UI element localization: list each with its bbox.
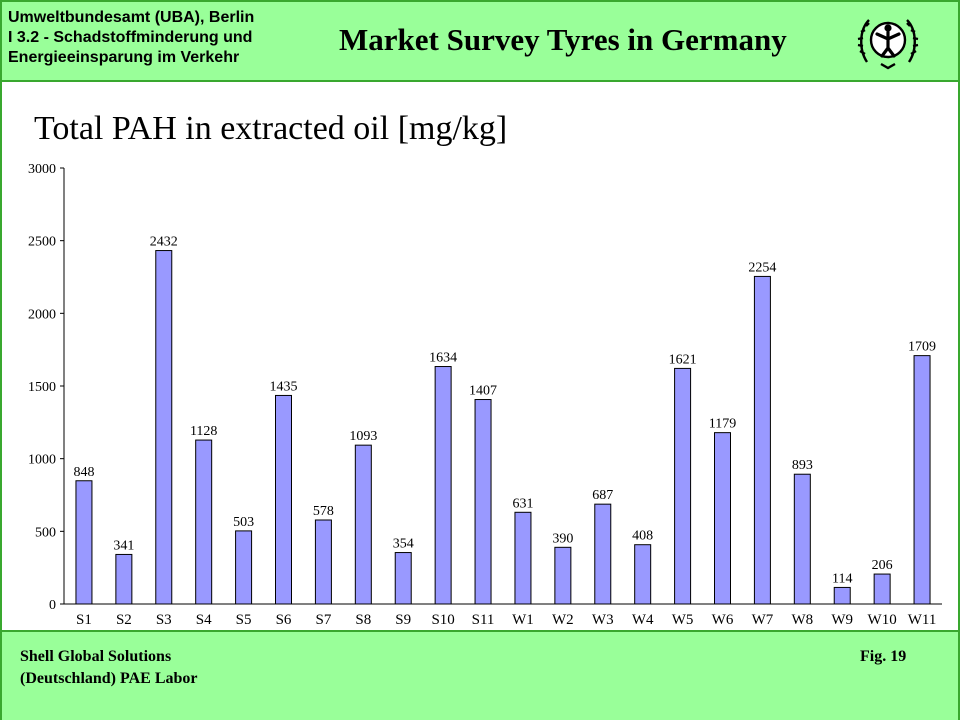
bar-chart: 0 500 1000 1500 2000 2500 3000 848 341 2432 1128 5… [28,162,942,628]
x-category-label: W4 [632,612,654,628]
data-labels: 848 341 2432 1128 503 1435 578 1093 354 1634 1407 6… [73,235,936,587]
data-label-s8: 1093 [349,429,377,444]
x-category-label: W9 [831,612,853,628]
bar-s1 [75,480,93,605]
data-label-w4: 408 [632,529,653,544]
data-label-w5: 1621 [669,352,697,367]
x-category-label: S1 [76,612,92,628]
data-label-s3: 2432 [150,235,178,250]
bars [75,250,931,605]
header-org-line-2: I 3.2 - Schadstoffminderung und [8,29,253,46]
data-label-s9: 354 [393,537,414,552]
bar-s2 [115,553,133,605]
x-category-label: W5 [672,612,694,628]
bar-s4 [195,439,213,605]
bar-s9 [394,552,412,605]
header-org-line-1: Umweltbundesamt (UBA), Berlin [8,9,255,26]
bar-w5 [674,367,692,605]
data-label-w8: 893 [792,458,813,473]
y-tick-label: 2000 [28,307,56,322]
header-band: Umweltbundesamt (UBA), Berlin I 3.2 - Sc… [2,2,958,82]
y-tick-label: 0 [49,598,56,613]
header-organization: Umweltbundesamt (UBA), Berlin I 3.2 - Sc… [8,8,254,68]
data-label-s6: 1435 [270,379,298,394]
y-tick-label: 1000 [28,453,56,468]
data-label-w2: 390 [552,531,573,546]
figure-number: Fig. 19 [860,648,907,665]
bar-w4 [634,544,652,605]
bar-s7 [314,519,332,605]
x-category-label: S3 [156,612,172,628]
data-label-w6: 1179 [709,417,736,432]
data-label-s1: 848 [73,465,94,480]
x-category-label: W10 [868,612,897,628]
footer-source-line-1: Shell Global Solutions [20,648,172,665]
bar-s8 [354,444,372,605]
y-tick-label: 2500 [28,235,56,250]
data-label-w11: 1709 [908,340,936,355]
bar-w10 [873,573,891,605]
x-category-label: W3 [592,612,614,628]
y-axis: 0 500 1000 1500 2000 2500 3000 [28,162,65,613]
bar-w9 [833,586,851,605]
x-category-label: S5 [236,612,252,628]
bar-w8 [793,473,811,605]
x-category-label: S2 [116,612,132,628]
data-label-w3: 687 [592,488,613,503]
bar-s6 [275,394,292,605]
bar-s5 [235,530,253,605]
x-category-label: S10 [431,612,454,628]
x-category-label: W7 [752,612,774,628]
data-label-s5: 503 [233,515,254,530]
x-category-label: S4 [196,612,212,628]
chart-title: Total PAH in extracted oil [mg/kg] [34,110,508,147]
bar-w1 [514,511,532,605]
slide-title: Market Survey Tyres in Germany [339,22,787,57]
bar-w11 [913,355,931,605]
bar-s10 [434,366,452,605]
x-category-label: W6 [712,612,734,628]
y-tick-label: 500 [35,525,56,540]
data-label-w1: 631 [512,496,533,511]
x-category-label: S6 [276,612,292,628]
footer-band: Shell Global Solutions (Deutschland) PAE… [2,630,958,720]
x-category-label: W1 [512,612,534,628]
data-label-w10: 206 [872,558,893,573]
data-label-s10: 1634 [429,351,457,366]
data-label-w9: 114 [832,571,852,586]
data-label-s4: 1128 [190,424,217,439]
bar-w6 [714,432,731,605]
x-category-label: S9 [395,612,411,628]
bar-s11 [474,399,492,605]
un-emblem-icon [857,19,919,70]
footer-source-line-2: (Deutschland) PAE Labor [20,670,198,687]
x-axis: S1 S2 S3 S4 S5 S6 S7 S8 S9 S10 S11 W1 W2 W3 W4 W5 W6 W7 W8… [64,603,942,628]
bar-w2 [554,546,572,605]
data-label-s7: 578 [313,504,334,519]
x-category-label: S11 [472,612,495,628]
bar-s3 [155,250,173,605]
data-label-s2: 341 [113,538,134,553]
y-tick-label: 1500 [28,380,56,395]
y-tick-label: 3000 [28,162,56,177]
bar-w3 [594,503,612,605]
x-category-label: S8 [355,612,371,628]
x-category-label: W2 [552,612,574,628]
data-label-s11: 1407 [469,384,497,399]
header-org-line-3: Energieeinsparung im Verkehr [8,49,240,66]
x-category-label: W11 [908,612,937,628]
bar-w7 [753,275,771,605]
x-category-label: W8 [791,612,813,628]
data-label-w7: 2254 [748,260,776,275]
x-category-label: S7 [315,612,331,628]
